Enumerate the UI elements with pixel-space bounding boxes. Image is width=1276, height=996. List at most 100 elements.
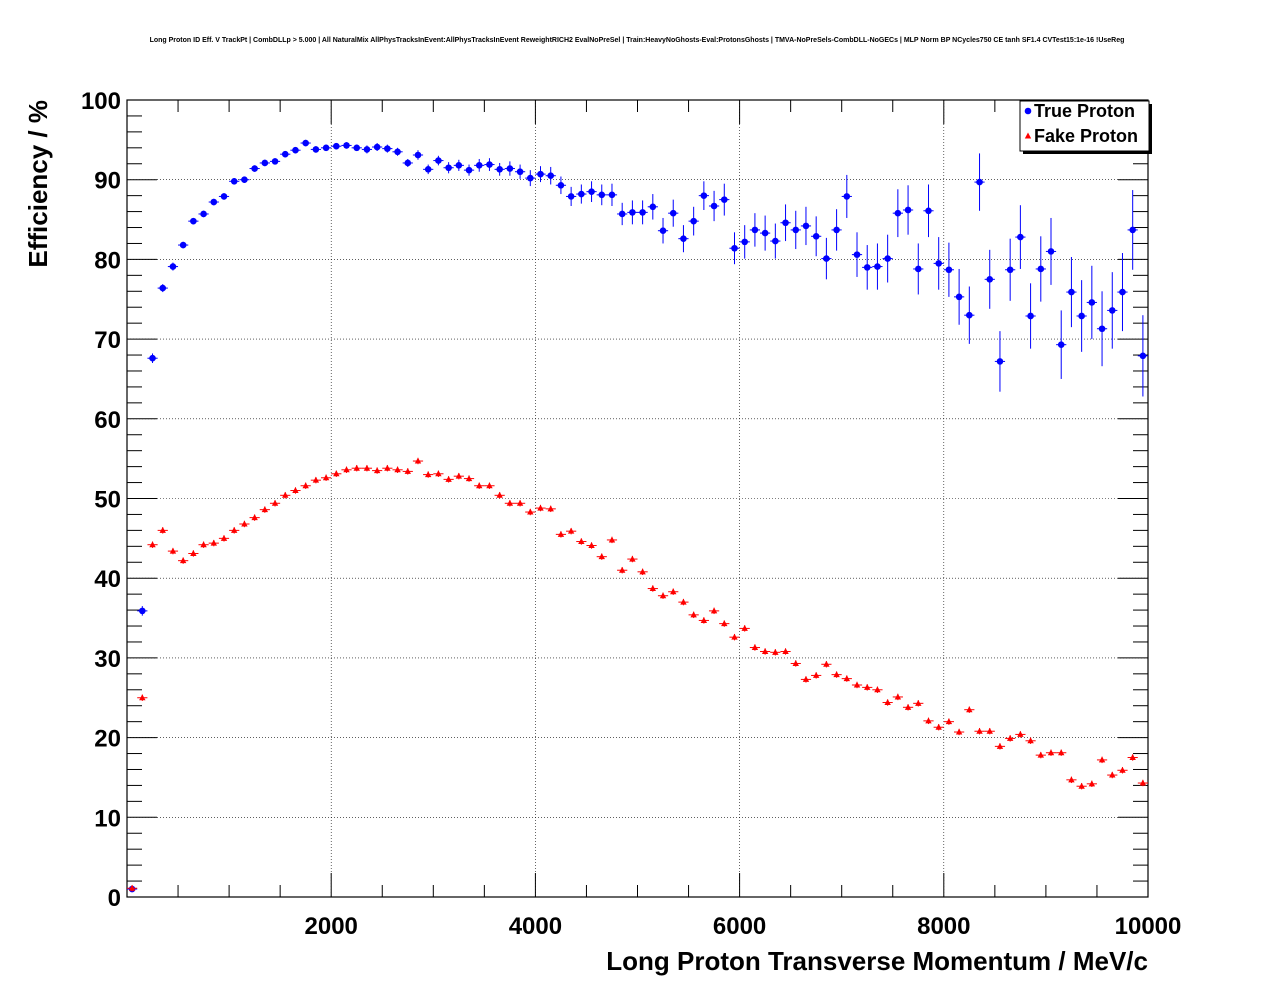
data-point [455, 472, 463, 479]
data-point [935, 723, 942, 730]
data-point [649, 203, 657, 211]
data-point [567, 527, 575, 534]
y-tick-label: 70 [94, 327, 121, 354]
data-point [363, 464, 371, 471]
data-point [547, 172, 555, 180]
y-tick-label: 90 [94, 168, 121, 195]
data-point [343, 142, 350, 149]
data-point [476, 482, 483, 489]
data-point [618, 210, 626, 218]
data-point [833, 226, 840, 234]
data-point [588, 188, 595, 195]
data-point [241, 176, 248, 183]
data-point [578, 538, 585, 545]
data-point [414, 457, 422, 464]
data-point [557, 530, 565, 537]
data-point [516, 168, 524, 176]
data-point [812, 232, 820, 240]
data-series [127, 139, 1148, 893]
data-point [220, 193, 228, 200]
data-point [190, 549, 197, 556]
legend-marker-fake-proton [1024, 132, 1032, 139]
data-point [333, 470, 340, 477]
chart-title: Long Proton ID Eff. V TrackPt | CombDLLp… [150, 37, 1125, 44]
data-point [761, 648, 769, 655]
data-point [200, 210, 207, 218]
data-point [853, 251, 861, 258]
data-point [680, 598, 687, 605]
data-point [353, 464, 360, 471]
data-point [312, 476, 320, 483]
data-point [904, 206, 912, 214]
data-point [1078, 782, 1085, 789]
data-point [526, 174, 534, 182]
data-point [721, 620, 728, 627]
x-tick-label: 2000 [305, 913, 358, 940]
data-point [986, 727, 993, 734]
data-point [435, 470, 442, 477]
data-point [261, 506, 269, 513]
data-point [792, 659, 799, 666]
data-point [465, 475, 473, 482]
data-point [322, 474, 330, 481]
data-point [710, 202, 718, 210]
legend: True Proton Fake Proton [1019, 100, 1152, 154]
data-point [292, 146, 299, 154]
data-point [159, 526, 166, 533]
data-point [1037, 265, 1045, 273]
data-point [710, 607, 718, 614]
data-point [486, 482, 493, 489]
data-point [843, 193, 851, 200]
data-point [761, 229, 769, 237]
axis-ticks: 2000 4000 6000 8000 10000 0 10 20 30 40 50 60 70 80 90… [81, 88, 1181, 940]
data-point [567, 193, 575, 200]
y-tick-label: 20 [94, 726, 121, 753]
data-point [169, 547, 177, 554]
data-point [424, 166, 432, 173]
data-point [1109, 771, 1116, 778]
data-point [1139, 779, 1147, 786]
data-point [914, 265, 922, 273]
data-point [966, 311, 973, 319]
data-point [588, 542, 595, 549]
data-point [864, 683, 871, 690]
data-point [404, 159, 412, 167]
data-point [496, 491, 503, 498]
data-point [639, 568, 646, 575]
data-point [720, 196, 728, 203]
data-point [384, 464, 391, 471]
data-point [649, 585, 657, 592]
data-point [639, 209, 646, 216]
data-point [833, 671, 840, 678]
data-point [915, 699, 922, 706]
data-point [1017, 730, 1024, 737]
data-point [1006, 734, 1014, 741]
data-point [1108, 307, 1116, 314]
data-point [629, 555, 636, 562]
data-point [731, 244, 738, 252]
data-point [516, 499, 524, 506]
data-point [179, 241, 187, 249]
data-point [281, 150, 289, 158]
data-point [1098, 325, 1106, 333]
legend-box [1019, 100, 1150, 152]
data-point [1139, 352, 1147, 360]
data-point [435, 157, 442, 164]
data-point [700, 616, 708, 623]
data-point [1017, 233, 1024, 241]
data-point [557, 181, 565, 189]
data-point [261, 159, 269, 167]
x-tick-label: 8000 [917, 913, 970, 940]
data-point [271, 499, 279, 506]
grid [127, 100, 1149, 897]
data-point [312, 146, 320, 153]
data-point [986, 276, 994, 283]
x-tick-label: 6000 [713, 913, 766, 940]
data-point [1057, 341, 1065, 348]
data-point [690, 217, 697, 225]
data-point [384, 145, 391, 152]
data-point [925, 717, 932, 724]
data-point [149, 354, 156, 362]
data-point [863, 264, 871, 271]
